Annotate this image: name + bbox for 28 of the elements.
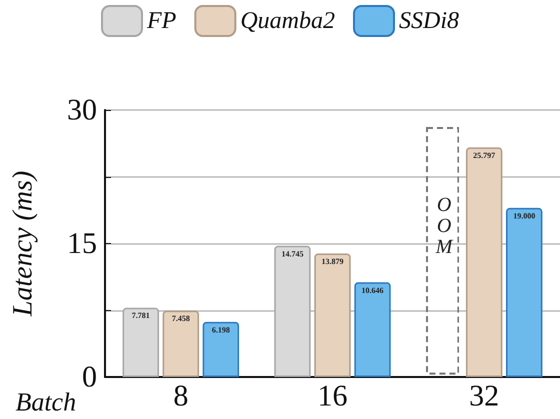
y-axis-title: Latency (ms) [8,170,38,318]
data-label: 10.646 [362,286,384,295]
data-label: 7.781 [132,311,150,320]
bar [202,322,240,377]
y-tick-label: 30 [67,94,97,126]
bar [162,310,200,377]
data-label: 6.198 [212,325,230,334]
bar [506,208,542,377]
x-axis-title: Batch [15,388,76,416]
annotation: OOM [434,194,454,258]
y-tick-label: 0 [82,360,97,394]
y-tick-label: 15 [67,227,97,260]
bar [122,308,159,377]
bar [354,282,391,377]
data-label: 25.797 [473,150,496,160]
x-tick-label: 8 [173,380,188,412]
x-tick-label: 32 [469,380,500,412]
data-label: 14.745 [281,249,304,258]
legend-label: Quamba2 [240,8,335,34]
legend-label: SSDi8 [398,8,459,34]
bar [314,253,351,377]
x-tick-label: 16 [318,380,348,412]
bar [274,246,311,377]
data-label: 7.458 [172,314,190,324]
data-label: 19.000 [513,211,536,220]
data-label: 13.879 [322,256,344,266]
legend-label: FP [146,8,177,34]
bar [466,147,502,377]
